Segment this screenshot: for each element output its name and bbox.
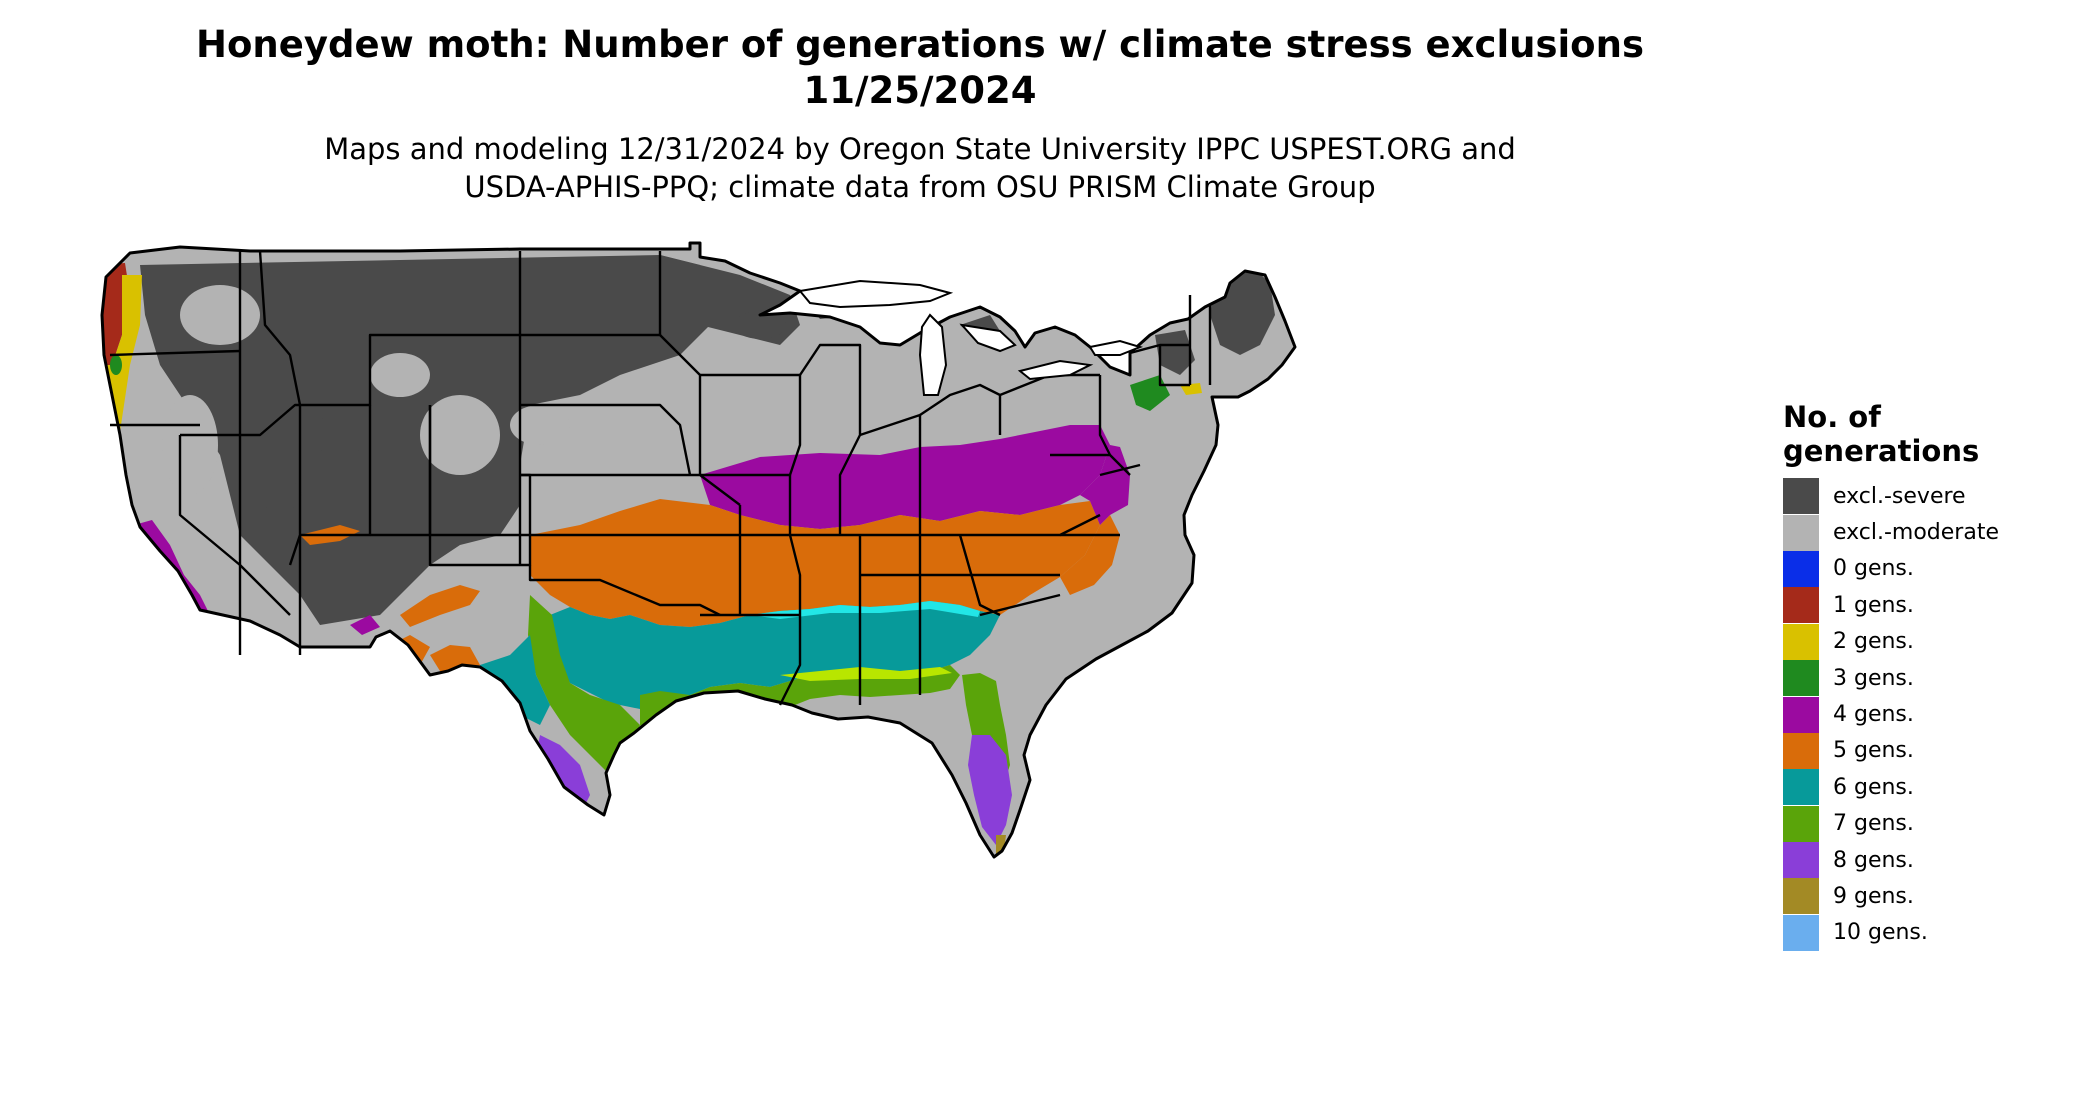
legend-swatch: [1783, 478, 1819, 515]
legend-swatch: [1783, 878, 1819, 915]
legend-item-1-gens: 1 gens.: [1783, 587, 2083, 624]
legend-label: 4 gens.: [1833, 702, 1914, 728]
legend-swatch: [1783, 587, 1819, 624]
legend-label: 10 gens.: [1833, 920, 1928, 946]
legend-swatch: [1783, 769, 1819, 806]
legend-swatch: [1783, 914, 1819, 951]
legend-item-8-gens: 8 gens.: [1783, 842, 2083, 879]
conus-map: [100, 241, 1297, 859]
legend-item-4-gens: 4 gens.: [1783, 696, 2083, 733]
legend-swatch: [1783, 842, 1819, 879]
legend-swatch: [1783, 660, 1819, 697]
legend-item-2-gens: 2 gens.: [1783, 623, 2083, 660]
legend-item-excl-moderate: excl.-moderate: [1783, 514, 2083, 551]
legend-label: excl.-severe: [1833, 483, 1966, 509]
subtitle-line-1: Maps and modeling 12/31/2024 by Oregon S…: [324, 132, 1516, 166]
legend-title-line-2: generations: [1783, 434, 1980, 468]
legend-item-0-gens: 0 gens.: [1783, 550, 2083, 587]
legend-label: 6 gens.: [1833, 774, 1914, 800]
legend-swatch: [1783, 550, 1819, 587]
legend-label: 0 gens.: [1833, 556, 1914, 582]
legend-item-9-gens: 9 gens.: [1783, 878, 2083, 915]
legend-swatch: [1783, 696, 1819, 733]
legend-label: excl.-moderate: [1833, 520, 1999, 546]
legend-label: 1 gens.: [1833, 592, 1914, 618]
legend-swatch: [1783, 623, 1819, 660]
legend-item-3-gens: 3 gens.: [1783, 660, 2083, 697]
legend-label: 3 gens.: [1833, 665, 1914, 691]
legend-item-excl-severe: excl.-severe: [1783, 478, 2083, 515]
legend-title-line-1: No. of: [1783, 400, 1881, 434]
map-subtitle: Maps and modeling 12/31/2024 by Oregon S…: [80, 130, 1760, 206]
legend-swatch: [1783, 805, 1819, 842]
legend-label: 2 gens.: [1833, 629, 1914, 655]
title-line-1: Honeydew moth: Number of generations w/ …: [196, 23, 1644, 66]
legend-item-10-gens: 10 gens.: [1783, 914, 2083, 951]
legend-item-5-gens: 5 gens.: [1783, 732, 2083, 769]
map-title: Honeydew moth: Number of generations w/ …: [80, 22, 1760, 114]
legend-label: 9 gens.: [1833, 883, 1914, 909]
legend-swatch: [1783, 514, 1819, 551]
legend-item-7-gens: 7 gens.: [1783, 805, 2083, 842]
legend-label: 8 gens.: [1833, 847, 1914, 873]
title-line-2: 11/25/2024: [803, 69, 1037, 112]
legend-label: 7 gens.: [1833, 811, 1914, 837]
legend-title: No. of generations: [1783, 400, 2083, 468]
subtitle-line-2: USDA-APHIS-PPQ; climate data from OSU PR…: [464, 170, 1376, 204]
legend: No. of generations excl.-severe excl.-mo…: [1783, 400, 2083, 951]
legend-swatch: [1783, 732, 1819, 769]
legend-item-6-gens: 6 gens.: [1783, 769, 2083, 806]
legend-label: 5 gens.: [1833, 738, 1914, 764]
